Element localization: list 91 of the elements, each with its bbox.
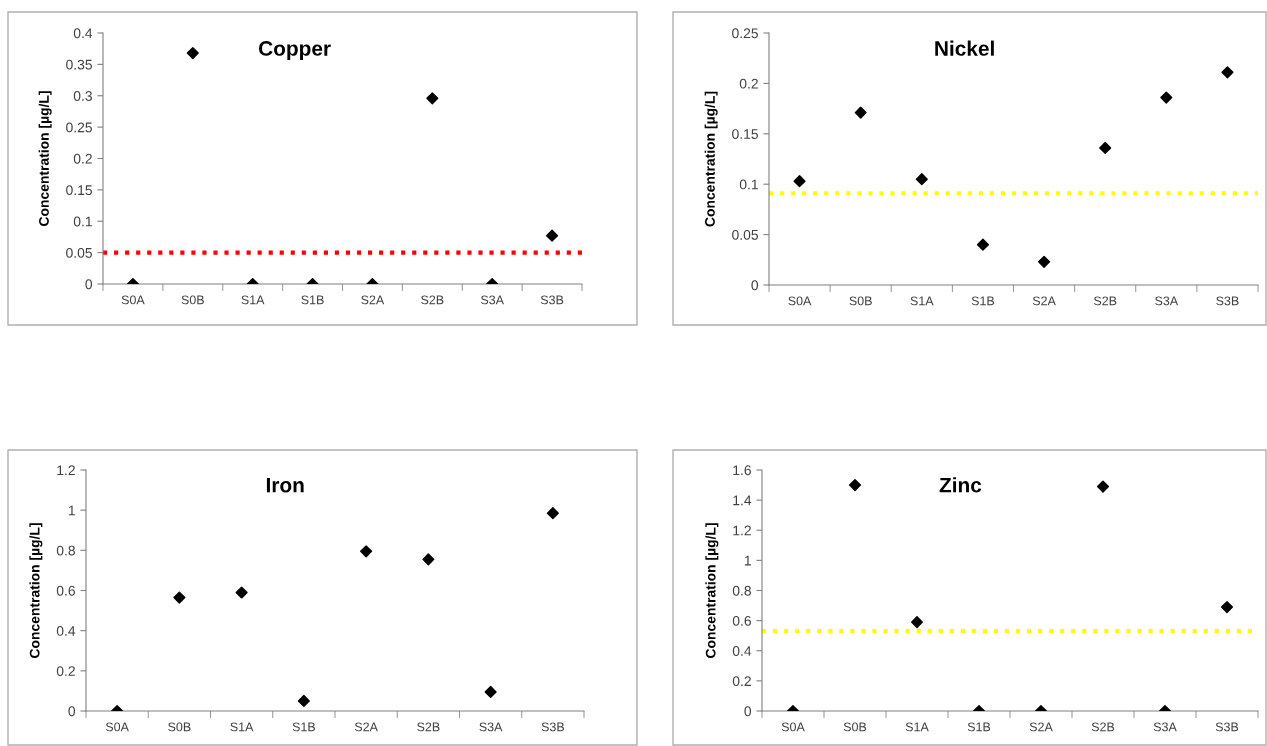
- point: [186, 47, 199, 60]
- y-tick-label: 1.6: [733, 465, 751, 476]
- y-tick-label: 0.15: [66, 185, 92, 196]
- point: [422, 553, 435, 566]
- y-tick-label: 0.2: [56, 666, 75, 676]
- x-tick-label: S0B: [168, 722, 191, 732]
- y-axis-title: Concentration [µg/L]: [29, 523, 43, 658]
- x-tick-label: S3B: [540, 295, 564, 305]
- x-tick-label: S1B: [967, 722, 991, 732]
- x-tick-label: S1A: [241, 295, 265, 305]
- y-tick-label: 0: [85, 279, 93, 290]
- y-tick-label: 0.05: [66, 247, 92, 258]
- chart-title: Zinc: [939, 477, 982, 493]
- x-tick-label: S2A: [354, 722, 378, 732]
- x-tick-label: S1A: [905, 722, 929, 732]
- y-tick-label: 0.25: [66, 122, 92, 133]
- point: [426, 92, 439, 105]
- y-tick-label: 0: [751, 280, 759, 291]
- point: [1160, 91, 1173, 104]
- y-tick-label: 0.2: [732, 676, 751, 687]
- y-axis-title: Concentration [µg/L]: [705, 523, 719, 658]
- y-tick-label: 1.4: [733, 495, 752, 506]
- point: [1099, 141, 1112, 154]
- x-tick-label: S1B: [971, 296, 995, 306]
- x-tick-label: S3A: [479, 722, 503, 732]
- chart-title: Copper: [259, 41, 331, 60]
- x-tick-label: S2A: [361, 295, 385, 305]
- chart-title: Iron: [266, 477, 304, 493]
- y-tick-label: 0.2: [73, 153, 92, 164]
- y-axis-title: Concentration [µg/L]: [704, 91, 718, 227]
- point: [793, 175, 806, 188]
- y-tick-label: 1: [744, 555, 751, 566]
- y-tick-label: 0.25: [732, 28, 758, 39]
- point: [1096, 480, 1110, 493]
- y-tick-label: 0.1: [73, 216, 92, 227]
- y-tick-label: 0.2: [739, 78, 758, 89]
- y-tick-label: 0.8: [56, 545, 75, 556]
- x-tick-label: S3B: [1215, 722, 1239, 732]
- x-tick-label: S0A: [105, 722, 129, 732]
- point: [1037, 255, 1051, 268]
- x-tick-label: S2A: [1029, 722, 1053, 732]
- y-tick-label: 0.6: [732, 615, 751, 626]
- y-tick-label: 1.2: [733, 525, 751, 536]
- y-tick-label: 0.35: [66, 59, 92, 70]
- x-tick-label: S0A: [781, 722, 805, 732]
- x-tick-label: S0B: [843, 722, 867, 732]
- y-tick-label: 0.6: [56, 585, 75, 596]
- y-tick-label: 0.4: [732, 646, 752, 656]
- y-tick-label: 0.4: [56, 626, 76, 636]
- y-tick-label: 0.05: [732, 229, 758, 240]
- point: [976, 238, 990, 251]
- point: [546, 507, 559, 520]
- y-tick-label: 0.8: [732, 585, 751, 596]
- x-tick-label: S0A: [788, 296, 812, 306]
- x-tick-label: S0B: [181, 295, 204, 305]
- point: [235, 586, 248, 599]
- x-tick-label: S0A: [121, 295, 145, 305]
- y-tick-label: 1.2: [57, 465, 75, 476]
- point: [848, 478, 862, 492]
- x-tick-label: S1A: [910, 296, 934, 306]
- y-axis-title: Concentration [µg/L]: [38, 91, 52, 226]
- chart-title: Nickel: [935, 40, 994, 56]
- point: [1220, 600, 1234, 614]
- point: [1221, 66, 1234, 79]
- x-tick-label: S1B: [301, 295, 324, 305]
- x-tick-label: S3A: [480, 295, 504, 305]
- x-tick-label: S2B: [1093, 296, 1117, 306]
- point: [484, 685, 497, 698]
- x-tick-label: S3A: [1155, 296, 1179, 306]
- x-tick-label: S1B: [292, 722, 316, 732]
- x-tick-label: S3B: [541, 722, 565, 732]
- y-tick-label: 0.15: [732, 129, 758, 139]
- x-tick-label: S1A: [230, 722, 254, 732]
- y-tick-label: 0.4: [73, 28, 93, 39]
- point: [173, 591, 186, 604]
- x-tick-label: S0B: [849, 296, 872, 306]
- x-tick-label: S2B: [1091, 722, 1115, 732]
- y-tick-label: 1: [68, 505, 75, 516]
- point: [854, 106, 867, 119]
- y-tick-label: 0.1: [739, 179, 758, 190]
- point: [297, 694, 310, 708]
- x-tick-label: S2B: [421, 295, 444, 305]
- y-tick-label: 0: [68, 706, 76, 717]
- point: [360, 545, 373, 558]
- y-tick-label: 0: [744, 706, 752, 717]
- y-tick-label: 0.3: [73, 91, 92, 101]
- x-tick-label: S2B: [417, 722, 440, 732]
- point: [915, 173, 928, 186]
- x-tick-label: S3B: [1216, 296, 1239, 306]
- x-tick-label: S2A: [1032, 296, 1056, 306]
- x-tick-label: S3A: [1153, 722, 1177, 732]
